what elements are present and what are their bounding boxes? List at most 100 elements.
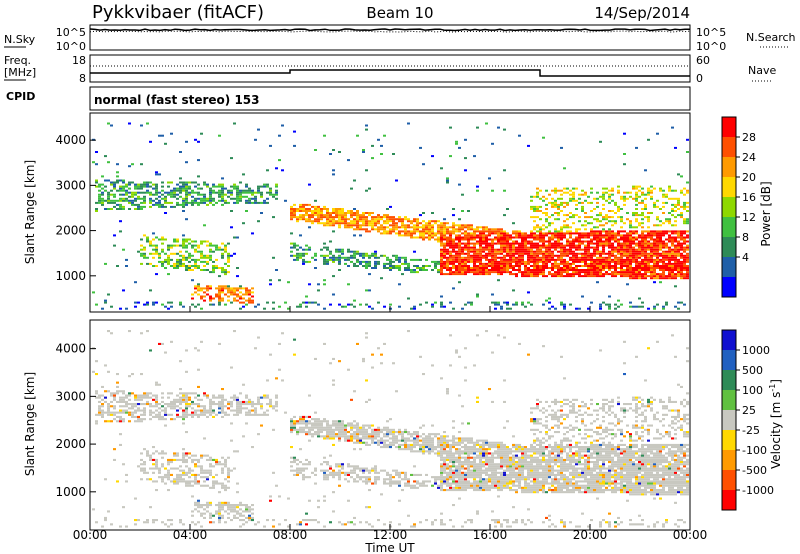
power-cell xyxy=(665,246,668,249)
power-cell xyxy=(575,254,578,257)
power-cell xyxy=(524,236,527,239)
power-cell xyxy=(614,248,617,251)
power-cell xyxy=(620,265,623,267)
power-cell xyxy=(149,244,152,247)
power-cell xyxy=(482,226,485,229)
power-cell xyxy=(620,248,623,251)
power-cell xyxy=(215,258,218,261)
power-cell xyxy=(182,258,185,261)
power-cell xyxy=(599,305,602,308)
power-cell xyxy=(545,248,548,251)
velocity-cell xyxy=(173,454,176,457)
power-cell xyxy=(647,246,650,249)
power-cell xyxy=(611,189,614,192)
power-cell xyxy=(497,126,500,129)
power-cell xyxy=(524,232,527,235)
velocity-cell xyxy=(311,471,314,474)
velocity-cell xyxy=(149,418,152,421)
power-cell xyxy=(512,230,515,233)
velocity-cell xyxy=(314,482,317,485)
power-cell xyxy=(581,258,584,261)
power-cell xyxy=(659,267,662,269)
power-cell xyxy=(233,297,236,300)
power-cell xyxy=(413,269,416,271)
power-cell xyxy=(506,248,509,251)
velocity-cell xyxy=(323,525,326,528)
velocity-cell xyxy=(164,424,167,427)
power-cell xyxy=(608,228,611,231)
velocity-cell xyxy=(203,480,206,483)
velocity-cell xyxy=(305,458,308,461)
velocity-cell xyxy=(203,411,206,414)
power-cell xyxy=(380,216,383,219)
power-cell xyxy=(236,201,239,204)
power-cell xyxy=(191,297,194,300)
power-cell xyxy=(182,240,185,243)
velocity-cell xyxy=(314,422,317,425)
power-cell xyxy=(650,254,653,257)
power-cell xyxy=(683,201,686,204)
power-cell xyxy=(230,226,233,229)
power-cell xyxy=(185,256,188,259)
power-cell xyxy=(128,191,131,194)
power-cell xyxy=(578,275,581,278)
power-cell xyxy=(677,250,680,253)
power-cell xyxy=(389,224,392,227)
velocity-cell xyxy=(236,407,239,410)
power-cell xyxy=(659,260,662,263)
power-cell xyxy=(614,212,617,214)
power-cell xyxy=(584,191,587,194)
power-cell xyxy=(353,262,356,265)
velocity-cell xyxy=(119,400,122,403)
velocity-cell xyxy=(134,497,137,500)
power-cell xyxy=(413,228,416,231)
power-cell xyxy=(356,210,359,212)
power-cell xyxy=(326,246,329,249)
power-cell xyxy=(167,258,170,261)
power-cell xyxy=(611,230,614,233)
velocity-cell xyxy=(170,523,173,526)
power-cell xyxy=(365,222,368,225)
power-cell xyxy=(452,246,455,249)
power-cell xyxy=(545,212,548,214)
power-cell xyxy=(311,216,314,219)
power-cell xyxy=(566,238,569,241)
power-cell xyxy=(494,242,497,245)
velocity-cell xyxy=(143,403,146,406)
velocity-cell xyxy=(305,424,308,427)
power-cell xyxy=(164,205,167,208)
velocity-cell xyxy=(326,478,329,481)
power-cell xyxy=(479,262,482,265)
velocity-cell xyxy=(356,428,359,431)
power-cell xyxy=(506,232,509,235)
power-cell xyxy=(638,214,641,217)
power-cell xyxy=(428,234,431,237)
power-cell xyxy=(536,271,539,274)
power-cell xyxy=(608,216,611,219)
velocity-cell xyxy=(224,465,227,468)
power-cell xyxy=(290,242,293,245)
power-cell xyxy=(569,246,572,249)
velocity-cell xyxy=(140,420,143,423)
power-cell xyxy=(236,193,239,196)
power-cell xyxy=(497,252,500,255)
power-cell xyxy=(656,275,659,278)
power-cell xyxy=(404,218,407,221)
power-cell xyxy=(341,218,344,221)
power-cell xyxy=(299,254,302,257)
velocity-cell xyxy=(254,523,257,526)
velocity-cell xyxy=(173,480,176,483)
power-cell xyxy=(515,269,518,271)
power-cell xyxy=(635,275,638,278)
power-cell xyxy=(626,246,629,249)
velocity-cell xyxy=(215,403,218,406)
velocity-cell xyxy=(269,353,272,356)
power-cell xyxy=(680,236,683,239)
power-cell xyxy=(539,246,542,249)
power-cell xyxy=(686,181,689,184)
power-cell xyxy=(671,250,674,253)
power-cell xyxy=(623,252,626,255)
velocity-cell xyxy=(185,405,188,408)
power-cell xyxy=(578,269,581,271)
velocity-cell xyxy=(275,377,278,380)
